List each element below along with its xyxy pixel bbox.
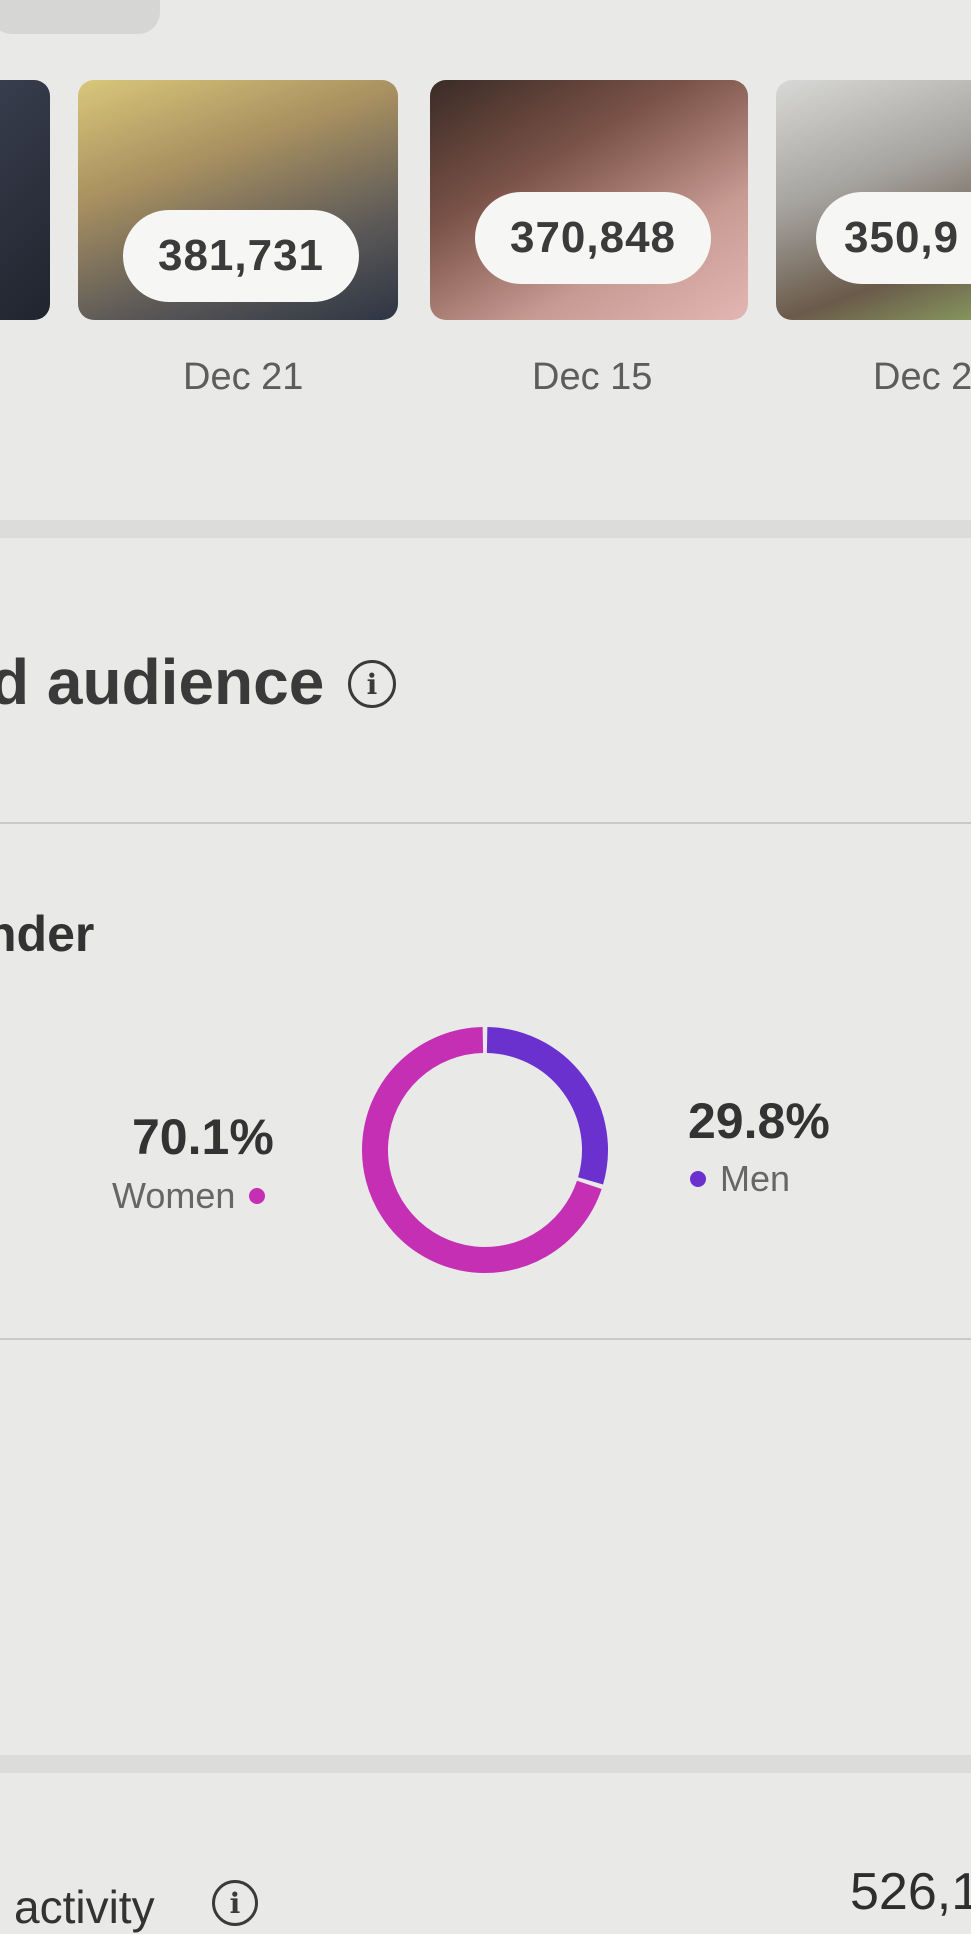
- views-pill: 350,9: [816, 192, 971, 284]
- section-divider: [0, 1755, 971, 1773]
- post-thumbnail-2[interactable]: 370,848: [430, 80, 748, 320]
- women-dot-icon: [249, 1188, 266, 1204]
- gender-donut-chart: [362, 1027, 608, 1273]
- views-pill: 370,848: [475, 192, 711, 284]
- views-pill: 381,731: [123, 210, 359, 302]
- activity-label: activity: [14, 1881, 155, 1933]
- women-legend: Women: [112, 1175, 266, 1217]
- activity-value: 526,1: [850, 1863, 971, 1921]
- men-label: Men: [720, 1158, 791, 1199]
- top-partial-pill: [0, 0, 160, 34]
- post-thumbnail-3[interactable]: 350,9: [776, 80, 971, 320]
- section-divider: [0, 520, 971, 538]
- thumbnail-image: [0, 80, 50, 320]
- donut-slice-men: [486, 1027, 608, 1185]
- post-date-1: Dec 21: [183, 356, 304, 398]
- section-divider: [0, 1338, 971, 1340]
- post-thumbnail-0[interactable]: [0, 80, 50, 320]
- section-divider: [0, 822, 971, 824]
- donut-slice-women: [362, 1027, 602, 1273]
- men-legend: Men: [690, 1158, 790, 1200]
- men-dot-icon: [690, 1171, 706, 1187]
- post-thumbnail-1[interactable]: 381,731: [78, 80, 398, 320]
- post-date-2: Dec 15: [532, 356, 653, 398]
- women-percent: 70.1%: [132, 1109, 274, 1165]
- women-label: Women: [112, 1175, 236, 1216]
- post-date-3: Dec 2: [873, 356, 971, 398]
- gender-title: nder: [0, 906, 95, 962]
- audience-section-title: d audience: [0, 646, 325, 718]
- info-icon[interactable]: i: [212, 1880, 258, 1926]
- info-icon[interactable]: i: [348, 660, 396, 708]
- men-percent: 29.8%: [688, 1093, 830, 1149]
